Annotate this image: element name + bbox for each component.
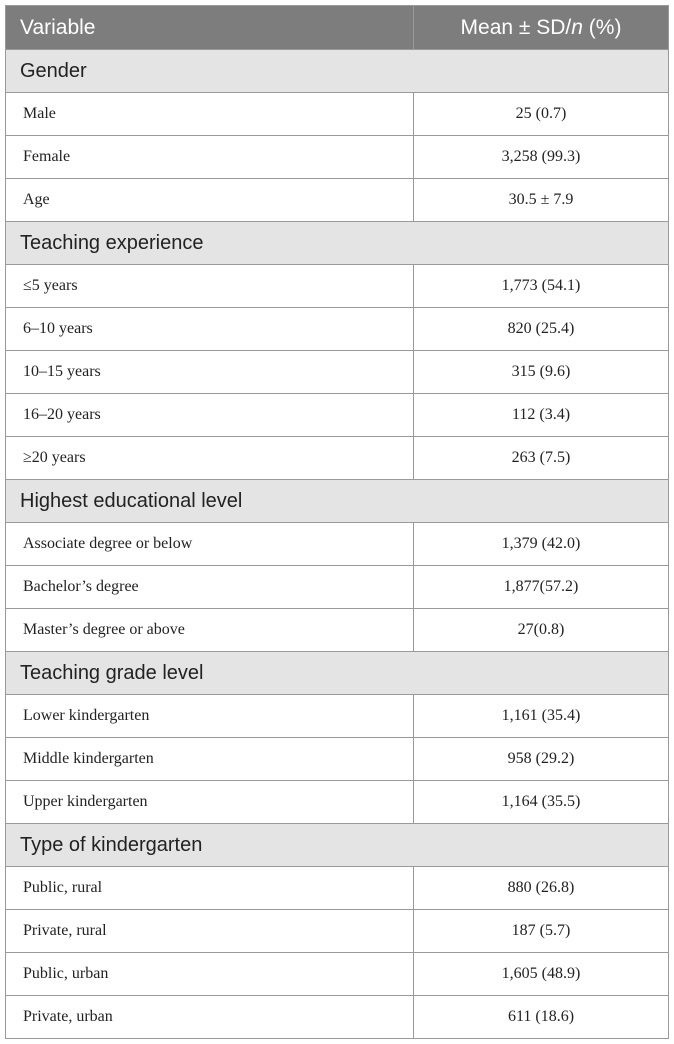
row-label: Private, urban [5,995,414,1039]
row-label: 6–10 years [5,307,414,351]
section-row: Teaching experience [5,221,669,265]
section-title: Teaching grade level [5,651,669,695]
table-row: Male 25 (0.7) [5,92,669,136]
table-row: Bachelor’s degree 1,877(57.2) [5,565,669,609]
section-title: Teaching experience [5,221,669,265]
row-value: 880 (26.8) [413,866,669,910]
table-row: Public, urban 1,605 (48.9) [5,952,669,996]
table-row: Female 3,258 (99.3) [5,135,669,179]
row-value: 3,258 (99.3) [413,135,669,179]
table-row: Middle kindergarten 958 (29.2) [5,737,669,781]
table-row: 10–15 years 315 (9.6) [5,350,669,394]
row-label: Master’s degree or above [5,608,414,652]
section-row: Gender [5,49,669,93]
row-value: 1,164 (35.5) [413,780,669,824]
section-row: Teaching grade level [5,651,669,695]
table-header-row: Variable Mean ± SD/n (%) [5,5,669,50]
row-label: 10–15 years [5,350,414,394]
row-value: 187 (5.7) [413,909,669,953]
table-row: Age 30.5 ± 7.9 [5,178,669,222]
table-body: Gender Male 25 (0.7) Female 3,258 (99.3) Age 3… [5,49,669,1039]
section-row: Highest educational level [5,479,669,523]
row-label: Upper kindergarten [5,780,414,824]
table-row: Public, rural 880 (26.8) [5,866,669,910]
row-label: ≤5 years [5,264,414,308]
value-header-prefix: Mean ± SD/ [460,15,572,39]
row-label: Public, urban [5,952,414,996]
row-label: 16–20 years [5,393,414,437]
row-value: 958 (29.2) [413,737,669,781]
table-row: ≥20 years 263 (7.5) [5,436,669,480]
demographics-table: Variable Mean ± SD/n (%) Gender Male 25 (0… [5,5,669,1039]
section-title: Type of kindergarten [5,823,669,867]
row-label: Middle kindergarten [5,737,414,781]
row-label: Private, rural [5,909,414,953]
value-column-header: Mean ± SD/n (%) [413,5,669,50]
value-header-n: n [571,15,583,39]
demographics-table-container: Variable Mean ± SD/n (%) Gender Male 25 (0… [5,5,669,1039]
row-label: Associate degree or below [5,522,414,566]
variable-column-header: Variable [5,5,414,50]
row-label: Male [5,92,414,136]
table-row: Private, rural 187 (5.7) [5,909,669,953]
row-value: 112 (3.4) [413,393,669,437]
table-row: Upper kindergarten 1,164 (35.5) [5,780,669,824]
row-label: ≥20 years [5,436,414,480]
value-header-suffix: (%) [582,15,622,39]
table-row: Associate degree or below 1,379 (42.0) [5,522,669,566]
table-row: ≤5 years 1,773 (54.1) [5,264,669,308]
row-value: 1,877(57.2) [413,565,669,609]
table-row: 16–20 years 112 (3.4) [5,393,669,437]
table-row: Private, urban 611 (18.6) [5,995,669,1039]
row-value: 1,379 (42.0) [413,522,669,566]
row-value: 1,773 (54.1) [413,264,669,308]
section-title: Gender [5,49,669,93]
table-row: Master’s degree or above 27(0.8) [5,608,669,652]
row-label: Female [5,135,414,179]
section-row: Type of kindergarten [5,823,669,867]
row-value: 27(0.8) [413,608,669,652]
row-value: 820 (25.4) [413,307,669,351]
section-title: Highest educational level [5,479,669,523]
row-label: Public, rural [5,866,414,910]
row-value: 263 (7.5) [413,436,669,480]
row-label: Bachelor’s degree [5,565,414,609]
row-value: 1,161 (35.4) [413,694,669,738]
row-value: 611 (18.6) [413,995,669,1039]
row-value: 30.5 ± 7.9 [413,178,669,222]
row-value: 315 (9.6) [413,350,669,394]
row-value: 1,605 (48.9) [413,952,669,996]
table-row: 6–10 years 820 (25.4) [5,307,669,351]
row-label: Age [5,178,414,222]
row-value: 25 (0.7) [413,92,669,136]
table-row: Lower kindergarten 1,161 (35.4) [5,694,669,738]
row-label: Lower kindergarten [5,694,414,738]
